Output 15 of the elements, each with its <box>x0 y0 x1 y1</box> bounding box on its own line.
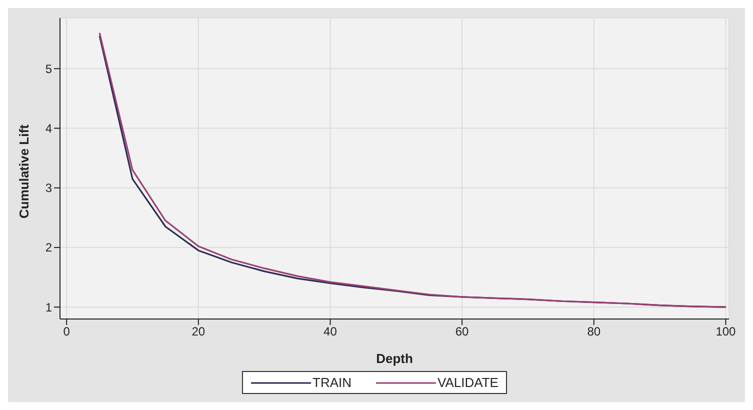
x-axis-title: Depth <box>376 351 413 366</box>
legend-label: TRAIN <box>312 375 352 390</box>
x-tick-label: 20 <box>192 324 206 339</box>
y-tick-label: 1 <box>45 300 52 314</box>
x-tick-label: 0 <box>63 324 70 339</box>
y-tick-label: 5 <box>45 62 52 76</box>
x-tick-label: 40 <box>324 324 338 339</box>
y-tick-label: 3 <box>45 181 52 196</box>
x-tick-label: 100 <box>716 324 736 339</box>
y-tick-label: 4 <box>45 122 52 136</box>
y-axis-title: Cumulative Lift <box>16 124 32 218</box>
x-tick-label: 60 <box>455 324 470 339</box>
x-tick-label: 80 <box>587 324 601 339</box>
legend-label: VALIDATE <box>436 375 498 390</box>
y-tick-label: 2 <box>45 240 52 255</box>
